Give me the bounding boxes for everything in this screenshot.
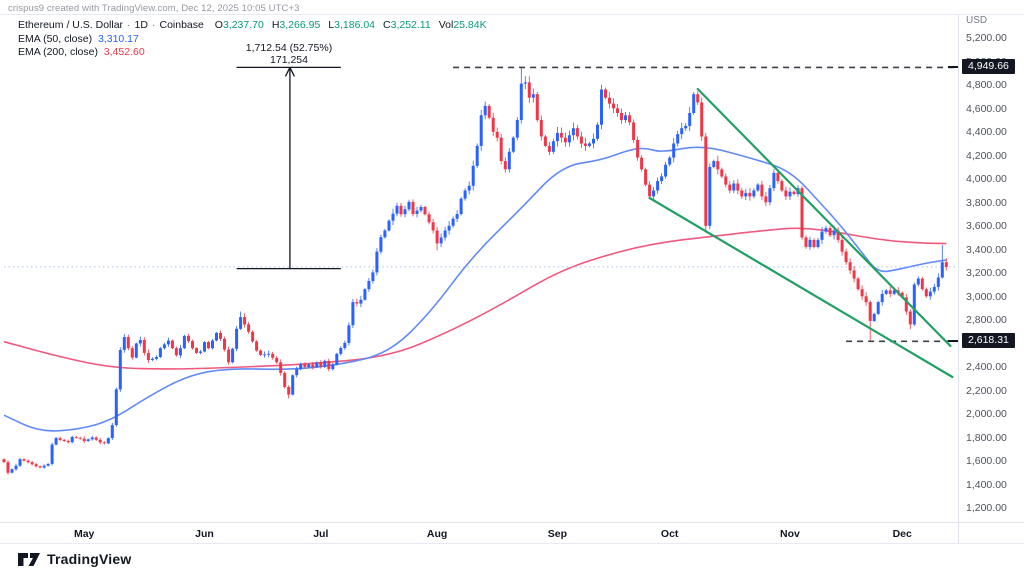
ema200-value: 3,452.60 <box>103 46 145 58</box>
month-tick-jul: Jul <box>313 528 329 540</box>
badge-tick <box>948 340 958 343</box>
price-tick-label: 4,600.00 <box>966 102 1007 115</box>
high-label: H <box>271 19 280 31</box>
tradingview-logo-text: TradingView <box>47 551 132 567</box>
time-axis-bottom-border <box>0 543 1024 544</box>
time-axis-top-border <box>0 522 1024 523</box>
tradingview-logo[interactable]: TradingView <box>18 551 131 567</box>
month-tick-aug: Aug <box>426 528 448 540</box>
month-tick-jun: Jun <box>195 528 214 540</box>
ema200-legend[interactable]: EMA (200, close) 3,452.60 <box>18 46 145 58</box>
price-tick-label: 4,400.00 <box>966 126 1007 138</box>
price-tick-label: 2,000.00 <box>966 408 1007 420</box>
badge-tick <box>948 66 958 69</box>
legend-separator: · <box>151 19 156 31</box>
header-divider <box>0 14 1024 15</box>
ema50-value: 3,310.17 <box>97 33 139 45</box>
price-chart-canvas[interactable] <box>0 14 958 522</box>
price-tick-label: 2,200.00 <box>966 384 1007 397</box>
price-tick-label: 3,000.00 <box>966 290 1007 303</box>
volume-value: 25.84K <box>453 19 487 31</box>
price-tick-label: 3,400.00 <box>966 243 1007 256</box>
month-tick-may: May <box>73 528 95 540</box>
descending-resistance-trendline[interactable] <box>696 87 952 348</box>
ema50-legend[interactable]: EMA (50, close) 3,310.17 <box>18 33 139 45</box>
high-value: 3,266.95 <box>279 19 321 31</box>
price-tick-label: 1,800.00 <box>966 431 1007 444</box>
volume-label: Vol <box>438 19 454 31</box>
interval-label: 1D <box>134 19 148 31</box>
low-value: 3,186.04 <box>334 19 376 31</box>
exchange-label: Coinbase <box>159 19 204 31</box>
open-value: 3,237.70 <box>222 19 264 31</box>
price-axis-separator <box>958 14 959 543</box>
low-label: L <box>328 19 335 31</box>
close-value: 3,252.11 <box>390 19 431 31</box>
price-tick-label: 1,600.00 <box>966 455 1007 467</box>
ema50-line[interactable] <box>3 146 947 432</box>
price-tick-label: 2,800.00 <box>966 314 1007 326</box>
legend-separator: · <box>127 19 131 31</box>
ema50-label: EMA (50, close) <box>18 33 93 45</box>
month-tick-nov: Nov <box>780 528 800 540</box>
price-tick-label: 2,400.00 <box>966 361 1007 373</box>
tradingview-logo-icon <box>18 552 40 566</box>
price-tick-label: 3,200.00 <box>966 267 1007 279</box>
price-tick-label: 4,800.00 <box>966 79 1007 91</box>
price-tick-label: 1,200.00 <box>966 502 1007 514</box>
ema200-label: EMA (200, close) <box>18 46 98 58</box>
price-tick-label: 5,200.00 <box>966 32 1007 44</box>
month-tick-dec: Dec <box>892 528 912 540</box>
month-tick-sep: Sep <box>547 528 568 540</box>
symbol-legend[interactable]: Ethereum / U.S. Dollar · 1D · Coinbase O3,23… <box>18 19 487 31</box>
price-range-measurement[interactable] <box>236 66 341 270</box>
price-tick-label: 3,600.00 <box>966 220 1007 232</box>
snapshot-watermark: crispus9 created with TradingView.com, D… <box>8 3 300 14</box>
ath-price-badge: 4,949.66 <box>962 59 1015 75</box>
currency-label: USD <box>966 15 988 26</box>
price-tick-label: 4,200.00 <box>966 149 1007 162</box>
open-label: O <box>214 19 223 31</box>
price-tick-label: 3,800.00 <box>966 196 1007 209</box>
candlesticks <box>2 67 948 475</box>
symbol-title: Ethereum / U.S. Dollar <box>18 19 124 31</box>
measurement-label[interactable]: 1,712.54 (52.75%) 171,254 <box>245 42 333 66</box>
swing-low-price-badge: 2,618.31 <box>962 333 1015 349</box>
price-tick-label: 4,000.00 <box>966 173 1007 185</box>
price-tick-label: 1,400.00 <box>966 478 1007 491</box>
descending-support-trendline[interactable] <box>648 196 954 379</box>
month-tick-oct: Oct <box>660 528 679 540</box>
close-label: C <box>383 19 391 31</box>
